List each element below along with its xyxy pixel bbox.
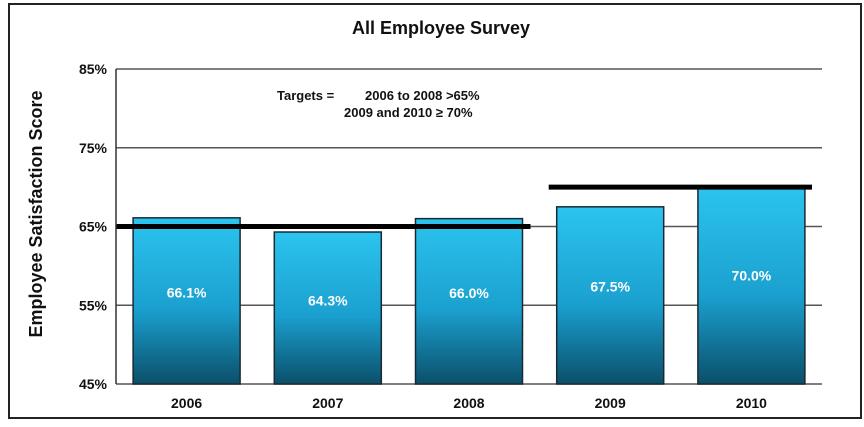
chart-title: All Employee Survey: [352, 18, 530, 38]
x-tick-labels: 2006 2007 2008 2009 2010: [171, 395, 767, 411]
bar-value-label: 70.0%: [732, 268, 772, 284]
bar-value-label: 67.5%: [590, 279, 630, 295]
bar: [132, 217, 241, 385]
x-tick-label: 2007: [312, 395, 343, 411]
y-axis-label: Employee Satisfaction Score: [26, 90, 46, 337]
bar-value-label: 66.1%: [167, 285, 207, 301]
y-tick-label: 55%: [79, 297, 108, 313]
y-tick-labels: 45% 55% 65% 75% 85%: [79, 61, 108, 392]
y-tick-label: 75%: [79, 140, 108, 156]
x-tick-label: 2009: [595, 395, 626, 411]
annotation-prefix: Targets =: [277, 88, 335, 103]
bar-value-label: 64.3%: [308, 292, 348, 308]
y-tick-label: 45%: [79, 376, 108, 392]
y-tick-label: 65%: [79, 219, 108, 235]
bars: 66.1% 64.3% 66.0% 67.5% 70.0%: [132, 186, 806, 385]
x-tick-label: 2010: [736, 395, 767, 411]
chart-border: [8, 3, 862, 419]
bar: [273, 231, 383, 385]
bar-value-label: 66.0%: [449, 285, 489, 301]
target-lines: [116, 184, 812, 229]
x-tick-label: 2006: [171, 395, 202, 411]
y-tick-label: 85%: [79, 61, 108, 77]
annotation-line-2: 2009 and 2010 ≥ 70%: [344, 105, 473, 120]
bar: [414, 217, 524, 385]
x-tick-label: 2008: [453, 395, 484, 411]
annotation-line-1: 2006 to 2008 >65%: [365, 88, 480, 103]
bar: [555, 206, 665, 385]
targets-annotation: Targets = 2006 to 2008 >65% 2009 and 201…: [277, 88, 480, 120]
bar: [697, 186, 806, 385]
